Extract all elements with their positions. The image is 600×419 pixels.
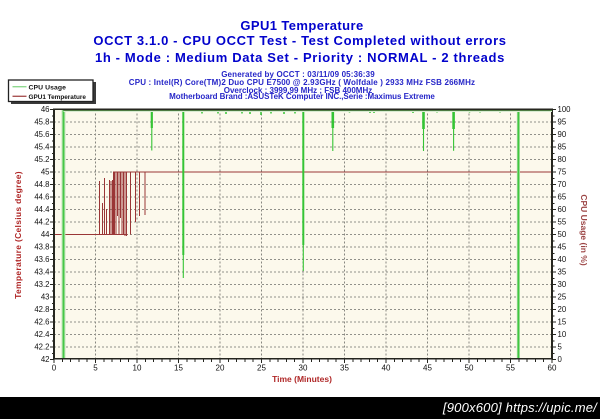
svg-text:0: 0 [558,355,563,364]
svg-text:80: 80 [558,155,567,164]
svg-text:30: 30 [299,364,308,373]
svg-text:20: 20 [216,364,225,373]
svg-text:45: 45 [423,364,432,373]
svg-text:35: 35 [558,268,567,277]
svg-text:43: 43 [41,293,50,302]
svg-text:35: 35 [340,364,349,373]
svg-text:70: 70 [558,180,567,189]
svg-text:44.4: 44.4 [34,205,50,214]
svg-text:CPU Usage: CPU Usage [29,84,67,91]
svg-text:43.2: 43.2 [34,280,49,289]
svg-text:Time (Minutes): Time (Minutes) [272,374,332,384]
svg-text:100: 100 [558,105,572,114]
svg-text:25: 25 [257,364,266,373]
svg-text:44: 44 [41,230,50,239]
svg-text:42.4: 42.4 [34,330,50,339]
svg-text:Temperature (Celsius degree): Temperature (Celsius degree) [13,171,23,299]
svg-text:10: 10 [558,330,567,339]
svg-text:43.6: 43.6 [34,255,49,264]
svg-text:75: 75 [558,168,567,177]
svg-text:45: 45 [41,168,50,177]
svg-text:90: 90 [558,130,567,139]
svg-text:44.8: 44.8 [34,180,49,189]
svg-text:45.6: 45.6 [34,130,49,139]
svg-text:[900x600] https://upic.me/: [900x600] https://upic.me/ [442,400,598,415]
svg-text:15: 15 [558,318,567,327]
svg-text:43.4: 43.4 [34,268,50,277]
svg-text:42: 42 [41,355,50,364]
svg-text:Overclock : 3999.99 MHz ; FSB: Overclock : 3999.99 MHz ; FSB 400MHz [224,86,373,95]
svg-text:CPU : Intel(R) Core(TM)2 Duo C: CPU : Intel(R) Core(TM)2 Duo CPU E7500 @… [129,78,475,87]
svg-text:Motherboard Brand :ASUSTeK Com: Motherboard Brand :ASUSTeK Computer INC.… [169,92,435,101]
svg-text:CPU Usage (in %): CPU Usage (in %) [579,194,589,265]
svg-text:95: 95 [558,118,567,127]
svg-text:45.2: 45.2 [34,155,49,164]
svg-text:55: 55 [506,364,515,373]
svg-text:GPU1 Temperature: GPU1 Temperature [29,94,87,101]
svg-text:40: 40 [558,255,567,264]
svg-text:45.4: 45.4 [34,143,50,152]
svg-text:46: 46 [41,105,50,114]
svg-text:25: 25 [558,293,567,302]
svg-text:45.8: 45.8 [34,118,49,127]
svg-text:43.8: 43.8 [34,243,49,252]
svg-text:10: 10 [133,364,142,373]
svg-text:45: 45 [558,243,567,252]
svg-text:15: 15 [174,364,183,373]
svg-text:0: 0 [52,364,57,373]
svg-text:1h - Mode : Medium Data Set -: 1h - Mode : Medium Data Set - Priority :… [95,50,505,65]
svg-text:42.6: 42.6 [34,318,49,327]
svg-text:42.2: 42.2 [34,343,49,352]
svg-text:Generated by OCCT : 03/11/09 0: Generated by OCCT : 03/11/09 05:36:39 [221,70,375,79]
svg-text:55: 55 [558,218,567,227]
svg-text:50: 50 [558,230,567,239]
svg-text:44.2: 44.2 [34,218,49,227]
svg-text:85: 85 [558,143,567,152]
svg-text:OCCT 3.1.0 - CPU OCCT Test - T: OCCT 3.1.0 - CPU OCCT Test - Test Comple… [93,33,506,48]
svg-text:30: 30 [558,280,567,289]
svg-text:60: 60 [548,364,557,373]
svg-text:44.6: 44.6 [34,193,49,202]
svg-text:40: 40 [382,364,391,373]
svg-text:20: 20 [558,305,567,314]
svg-text:50: 50 [465,364,474,373]
svg-text:5: 5 [558,343,563,352]
svg-text:5: 5 [93,364,98,373]
svg-text:42.8: 42.8 [34,305,49,314]
svg-text:GPU1 Temperature: GPU1 Temperature [240,18,363,33]
svg-text:65: 65 [558,193,567,202]
svg-text:60: 60 [558,205,567,214]
